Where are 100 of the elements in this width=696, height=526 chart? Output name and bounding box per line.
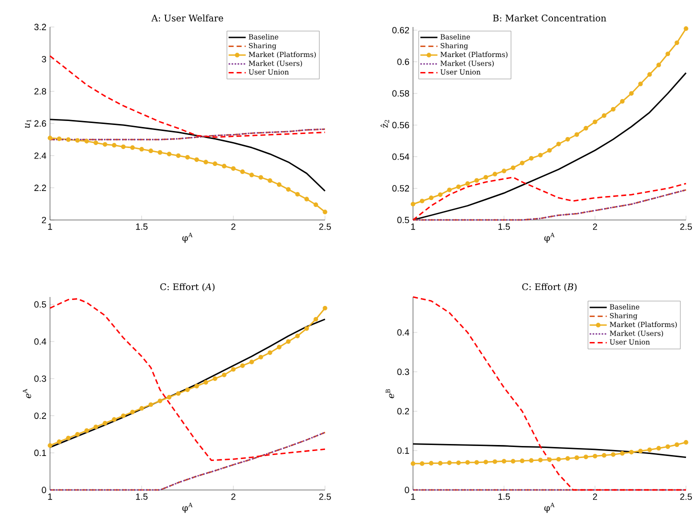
point: [102, 420, 108, 426]
x-axis-title: φ$^{A}$: [182, 502, 193, 513]
y-tick-label: 0.58: [392, 90, 410, 97]
point: [502, 458, 506, 464]
y-tick-label: 2.8: [34, 88, 46, 95]
point: [139, 406, 144, 411]
y-tick-label: 0.2: [397, 408, 410, 414]
point: [510, 458, 516, 464]
point: [148, 148, 154, 154]
point: [510, 165, 516, 170]
point: [420, 198, 424, 204]
y-axis-title: e$^{B}$: [386, 389, 394, 398]
point: [629, 450, 634, 454]
point: [428, 196, 434, 200]
point: [410, 461, 416, 466]
point: [666, 444, 670, 449]
point: [94, 140, 98, 146]
point: [565, 137, 570, 142]
point: [674, 442, 680, 447]
x-tick-label: 1: [48, 224, 52, 230]
point: [66, 436, 71, 440]
point: [176, 153, 181, 158]
point: [231, 166, 236, 171]
point: [121, 144, 126, 150]
y-tick-label: 0.1: [397, 447, 410, 454]
point: [176, 391, 181, 396]
point: [185, 154, 190, 160]
point: [121, 413, 126, 418]
point: [258, 354, 264, 360]
point: [547, 457, 552, 462]
point: [84, 138, 89, 144]
point: [84, 428, 89, 433]
x-axis-title: φ$^{A}$: [544, 232, 555, 243]
x-axis-title: φ$^{A}$: [544, 502, 555, 513]
y-tick-label: 2.6: [34, 120, 46, 127]
point: [94, 424, 98, 430]
point: [286, 339, 291, 344]
point: [166, 152, 172, 156]
point: [102, 142, 108, 147]
x-axis-title: φ$^{A}$: [182, 232, 193, 243]
point: [629, 91, 634, 96]
point: [322, 210, 328, 214]
point: [520, 458, 524, 464]
point: [574, 455, 580, 460]
point: [529, 458, 534, 463]
point: [656, 62, 661, 68]
point: [456, 460, 461, 466]
point: [547, 148, 552, 153]
point: [456, 184, 461, 190]
x-tick-label: 2.5: [680, 494, 692, 500]
point: [268, 178, 272, 183]
point: [447, 188, 452, 192]
point: [592, 120, 598, 124]
point: [647, 448, 652, 452]
point: [166, 394, 172, 400]
point: [666, 52, 670, 56]
point: [647, 72, 652, 77]
point: [610, 106, 616, 112]
y-tick-label: 0.5: [397, 216, 410, 224]
point: [158, 150, 162, 155]
point: [268, 350, 272, 355]
point: [75, 138, 80, 143]
point: [258, 175, 264, 180]
point: [484, 460, 488, 464]
x-tick-label: 2.5: [680, 224, 692, 230]
point: [438, 460, 443, 466]
point: [638, 82, 643, 86]
y-tick-label: 0: [404, 486, 410, 494]
point: [474, 178, 480, 183]
y-tick-label: 0.3: [397, 368, 410, 376]
y-tick-label: 2.2: [34, 184, 46, 191]
chart-title: B: Market Concentration: [493, 14, 606, 22]
point: [538, 152, 543, 158]
point: [592, 454, 598, 458]
x-tick-label: 1: [411, 224, 416, 230]
y-tick-label: 0.62: [392, 26, 410, 34]
y-tick-label: 2.4: [34, 152, 46, 159]
point: [602, 113, 606, 118]
point: [112, 417, 116, 422]
y-axis-title: ẑ$_{2}$: [380, 120, 390, 128]
x-tick-label: 1.5: [498, 494, 510, 500]
chart-title: C: Effort (B): [522, 283, 577, 292]
point: [447, 460, 452, 466]
x-tick-label: 2.5: [319, 494, 331, 500]
point: [602, 453, 606, 458]
y-tick-label: 0: [42, 486, 46, 494]
point: [520, 160, 524, 166]
point: [130, 145, 135, 150]
point: [222, 372, 226, 378]
point: [48, 136, 52, 140]
point: [674, 40, 680, 46]
point: [584, 454, 588, 460]
point: [212, 161, 218, 166]
point: [148, 402, 154, 407]
point: [212, 376, 218, 381]
point: [249, 360, 254, 364]
point: [249, 172, 254, 178]
point: [286, 187, 291, 192]
y-tick-label: 3.2: [34, 24, 46, 30]
y-tick-label: 0.56: [392, 122, 410, 128]
